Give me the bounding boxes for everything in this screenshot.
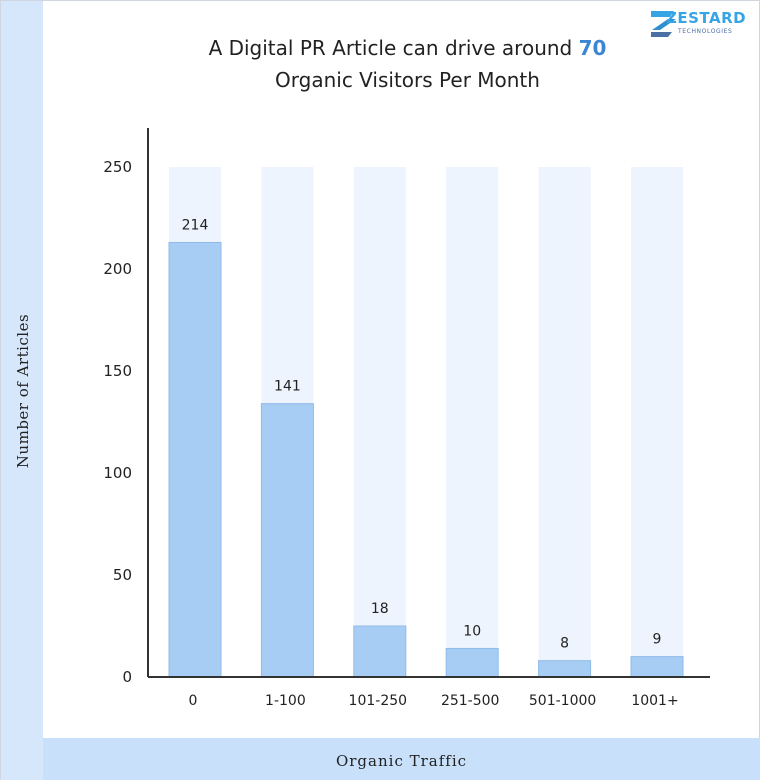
y-axis-label-band: Number of Articles xyxy=(1,1,43,780)
bar xyxy=(353,625,407,678)
y-tick-label: 100 xyxy=(103,464,132,482)
bar xyxy=(260,403,314,678)
chart-title: A Digital PR Article can drive around 70… xyxy=(120,32,695,96)
data-label: 214 xyxy=(182,217,209,233)
x-axis-label-band: Organic Traffic xyxy=(43,738,760,780)
logo-wordmark: ZESTARD xyxy=(666,9,747,27)
axes xyxy=(147,128,710,678)
y-tick-label: 200 xyxy=(103,260,132,278)
bar xyxy=(538,660,592,678)
background-bar xyxy=(353,167,406,677)
chart-title-highlight: 70 xyxy=(578,36,607,60)
y-tick-labels: 0 50 100 150 200 250 xyxy=(103,158,132,686)
background-bar xyxy=(446,167,499,677)
background-bar xyxy=(631,167,683,677)
x-tick-label: 501-1000 xyxy=(529,693,596,709)
x-axis-label: Organic Traffic xyxy=(335,752,468,770)
x-tick-labels: 0 1-100 101-250 251-500 501-1000 1001+ xyxy=(189,693,679,709)
x-tick-label: 1001+ xyxy=(631,693,678,709)
data-label: 9 xyxy=(653,632,662,648)
data-label: 10 xyxy=(463,623,481,639)
data-label: 18 xyxy=(371,601,389,617)
data-labels: 214 141 18 10 8 9 xyxy=(182,217,662,651)
bar xyxy=(168,241,222,678)
data-label: 141 xyxy=(274,379,301,395)
data-label: 8 xyxy=(560,636,569,652)
data-bars xyxy=(168,241,684,678)
background-bars xyxy=(169,167,683,677)
y-tick-label: 0 xyxy=(122,668,132,686)
brand-logo: ZESTARD TECHNOLOGIES xyxy=(648,8,756,40)
x-tick-label: 251-500 xyxy=(441,693,500,709)
chart-title-text: A Digital PR Article can drive around xyxy=(208,36,579,60)
y-tick-label: 50 xyxy=(113,566,132,584)
logo-mark-icon xyxy=(651,11,676,37)
bar xyxy=(630,656,684,678)
x-tick-label: 0 xyxy=(189,693,198,709)
background-bar xyxy=(538,167,591,677)
logo-subtitle: TECHNOLOGIES xyxy=(678,28,733,35)
bar xyxy=(445,647,499,678)
x-tick-label: 1-100 xyxy=(265,693,306,709)
y-tick-label: 250 xyxy=(103,158,132,176)
chart-title-text-2: Organic Visitors Per Month xyxy=(275,68,540,92)
y-tick-label: 150 xyxy=(103,362,132,380)
x-tick-label: 101-250 xyxy=(349,693,408,709)
